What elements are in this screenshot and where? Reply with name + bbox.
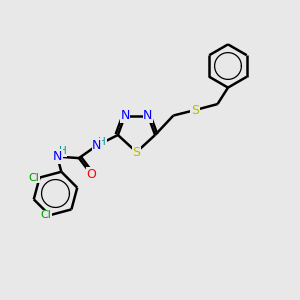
- Text: Cl: Cl: [29, 172, 40, 183]
- Text: Cl: Cl: [40, 210, 52, 220]
- Text: O: O: [87, 168, 96, 181]
- Text: N: N: [92, 139, 102, 152]
- Text: S: S: [191, 103, 199, 117]
- Text: N: N: [143, 109, 153, 122]
- Text: H: H: [59, 146, 67, 156]
- Text: S: S: [133, 146, 140, 159]
- Text: N: N: [120, 109, 130, 122]
- Text: N: N: [52, 150, 62, 163]
- Text: H: H: [98, 137, 106, 147]
